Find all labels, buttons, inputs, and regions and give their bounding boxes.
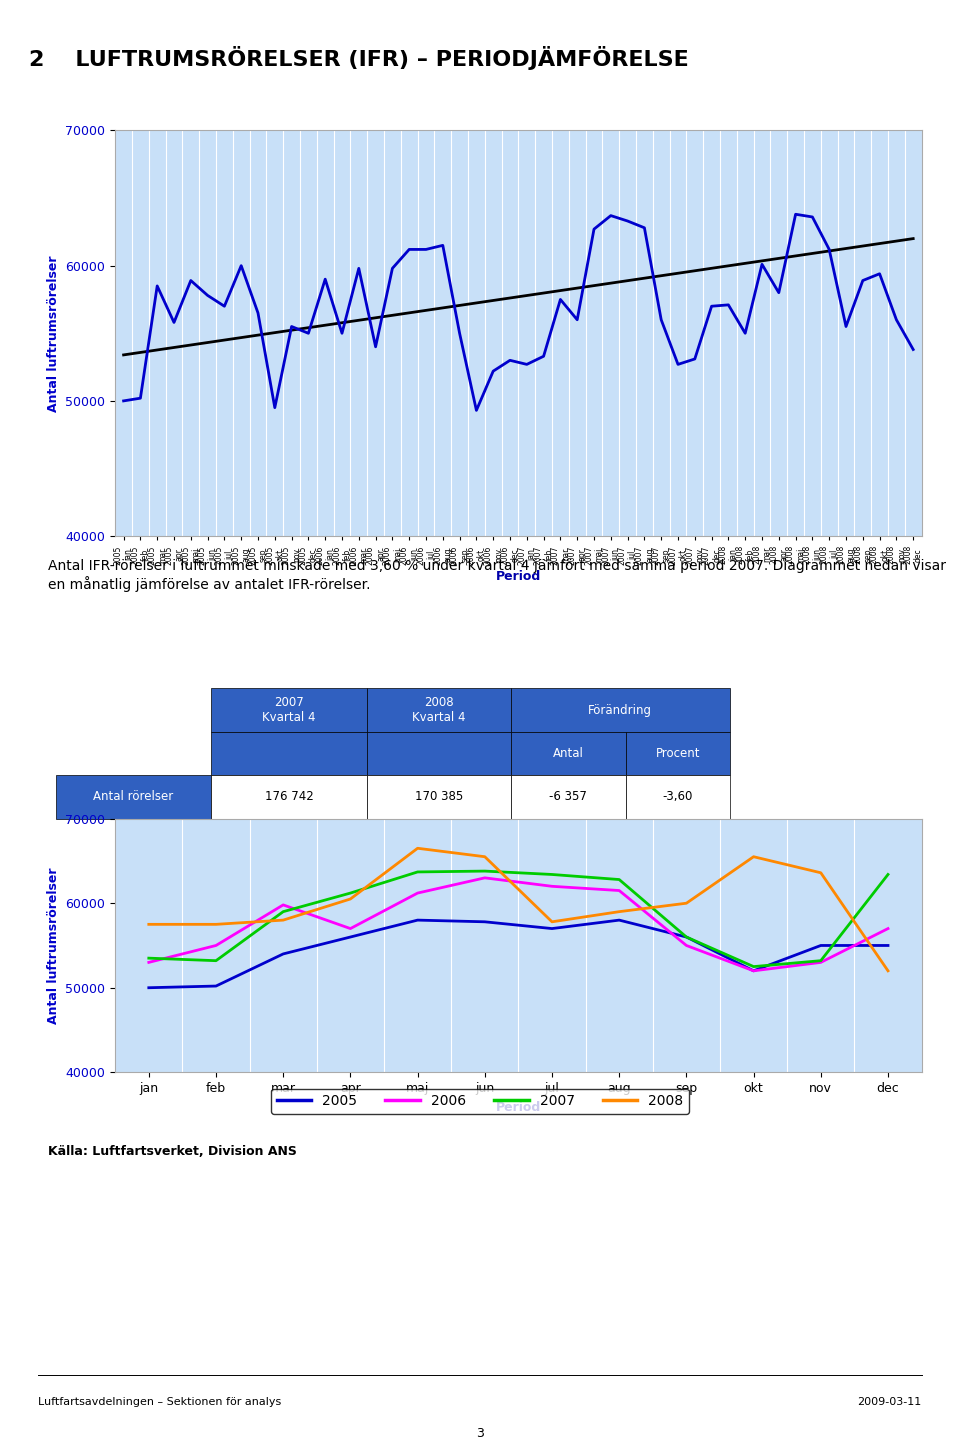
2008: [882, 962, 894, 980]
FancyBboxPatch shape: [56, 775, 211, 819]
X-axis label: Period: Period: [495, 569, 541, 582]
2008: [210, 916, 222, 933]
2005: [479, 913, 491, 930]
2005: [681, 929, 692, 946]
Text: 2    LUFTRUMSRÖRELSER (IFR) – PERIODJÄMFÖRELSE: 2 LUFTRUMSRÖRELSER (IFR) – PERIODJÄMFÖRE…: [29, 46, 688, 70]
2005: [345, 929, 356, 946]
2007: [681, 929, 692, 946]
FancyBboxPatch shape: [367, 775, 511, 819]
2007: [815, 952, 827, 969]
2005: [815, 938, 827, 955]
Text: Antal rörelser: Antal rörelser: [93, 791, 174, 803]
2006: [479, 869, 491, 887]
Text: 3: 3: [476, 1427, 484, 1440]
2008: [815, 864, 827, 881]
FancyBboxPatch shape: [211, 688, 367, 732]
FancyBboxPatch shape: [211, 732, 367, 775]
Y-axis label: Antal luftrumsrörelser: Antal luftrumsrörelser: [47, 867, 60, 1024]
2006: [613, 882, 625, 900]
2006: [345, 920, 356, 938]
2006: [143, 953, 155, 971]
Legend: 2005, 2006, 2007, 2008: 2005, 2006, 2007, 2008: [271, 1088, 689, 1114]
Text: Förändring: Förändring: [588, 704, 652, 716]
2008: [345, 890, 356, 907]
Line: 2007: 2007: [149, 871, 888, 966]
Text: 170 385: 170 385: [415, 791, 463, 803]
2007: [546, 867, 558, 884]
2007: [748, 958, 759, 975]
2005: [210, 977, 222, 994]
2005: [143, 980, 155, 997]
2007: [210, 952, 222, 969]
2007: [345, 884, 356, 901]
2008: [143, 916, 155, 933]
FancyBboxPatch shape: [367, 732, 511, 775]
2007: [882, 867, 894, 884]
FancyBboxPatch shape: [211, 775, 367, 819]
2007: [412, 864, 423, 881]
Line: 2005: 2005: [149, 920, 888, 988]
2006: [748, 962, 759, 980]
Text: -6 357: -6 357: [549, 791, 588, 803]
Text: Procent: Procent: [656, 748, 700, 759]
2007: [143, 949, 155, 966]
Text: 2008
Kvartal 4: 2008 Kvartal 4: [412, 696, 466, 724]
2008: [412, 839, 423, 856]
Text: 2009-03-11: 2009-03-11: [857, 1397, 922, 1407]
2006: [210, 938, 222, 955]
Text: 2007
Kvartal 4: 2007 Kvartal 4: [262, 696, 316, 724]
2005: [546, 920, 558, 938]
2007: [613, 871, 625, 888]
2006: [681, 938, 692, 955]
2005: [748, 962, 759, 980]
Text: Antal IFR-rörelser i luftrummet minskade med 3,60 % under kvartal 4 jämfört med : Antal IFR-rörelser i luftrummet minskade…: [48, 559, 946, 591]
2008: [613, 903, 625, 920]
Text: Antal: Antal: [553, 748, 584, 759]
Text: 176 742: 176 742: [265, 791, 313, 803]
2005: [613, 911, 625, 929]
2008: [277, 911, 289, 929]
Y-axis label: Antal luftrumsrörelser: Antal luftrumsrörelser: [47, 255, 60, 412]
2006: [277, 895, 289, 914]
FancyBboxPatch shape: [511, 688, 730, 732]
2006: [882, 920, 894, 938]
FancyBboxPatch shape: [511, 732, 626, 775]
Text: -3,60: -3,60: [662, 791, 693, 803]
FancyBboxPatch shape: [626, 775, 730, 819]
2005: [277, 945, 289, 962]
2005: [882, 938, 894, 955]
2005: [412, 911, 423, 929]
2006: [412, 884, 423, 901]
FancyBboxPatch shape: [367, 688, 511, 732]
2006: [815, 953, 827, 971]
2008: [748, 848, 759, 865]
2007: [277, 903, 289, 920]
2007: [479, 862, 491, 880]
2008: [479, 848, 491, 865]
Line: 2006: 2006: [149, 878, 888, 971]
X-axis label: Period: Period: [495, 1101, 541, 1113]
Text: Luftfartsavdelningen – Sektionen för analys: Luftfartsavdelningen – Sektionen för ana…: [38, 1397, 281, 1407]
2006: [546, 878, 558, 895]
FancyBboxPatch shape: [511, 775, 626, 819]
2008: [681, 894, 692, 911]
2008: [546, 913, 558, 930]
Line: 2008: 2008: [149, 848, 888, 971]
Text: Källa: Luftfartsverket, Division ANS: Källa: Luftfartsverket, Division ANS: [48, 1146, 297, 1158]
FancyBboxPatch shape: [626, 732, 730, 775]
